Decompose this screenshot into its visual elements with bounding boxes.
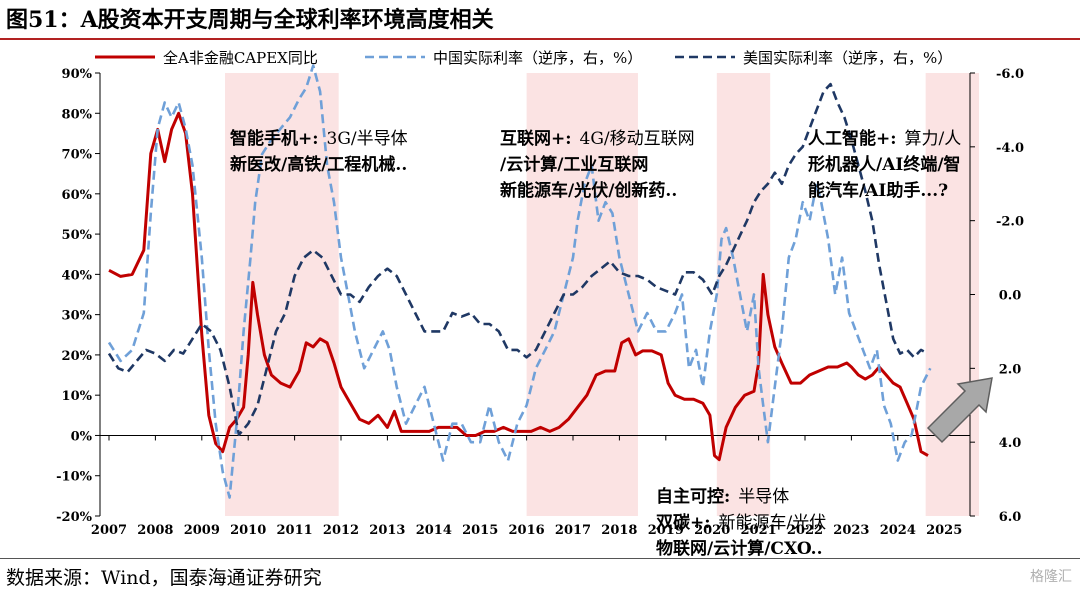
annotation-2-line-2: 能汽车/AI助手...? — [808, 180, 948, 201]
annotation-1-line-0: 互联网+: 4G/移动互联网 — [500, 129, 695, 149]
series-line-1 — [107, 64, 932, 499]
annotation-lead: /云计算/工业互联网 — [500, 154, 648, 175]
x-tick-label: 2013 — [369, 523, 405, 538]
series-lines — [107, 64, 932, 499]
right-tick-label: 6.0 — [999, 510, 1022, 525]
x-tick-label: 2009 — [184, 523, 220, 538]
annotation-lead: 智能手机+: — [230, 128, 319, 149]
annotation-lead: 人工智能+: — [808, 128, 897, 149]
left-tick-label: -10% — [56, 470, 92, 485]
legend-label-0: 全A非金融CAPEX同比 — [163, 49, 318, 67]
x-tick-label: 2018 — [601, 523, 637, 538]
left-tick-label: 10% — [62, 389, 93, 404]
x-tick-label: 2021 — [741, 523, 777, 538]
annotation-3-line-0: 自主可控: 半导体 — [656, 486, 789, 507]
x-tick-label: 2010 — [230, 523, 266, 538]
left-tick-label: 60% — [62, 188, 93, 203]
annotation-lead: 自主可控: — [656, 486, 730, 507]
annotation-detail: 半导体 — [738, 487, 789, 507]
annotation-detail: 算力/人 — [905, 129, 962, 149]
annotation-0-line-1: 新医改/高铁/工程机械.. — [230, 154, 407, 175]
trend-arrow-icon — [926, 377, 993, 444]
x-tick-label: 2014 — [416, 523, 452, 538]
legend-label-2: 美国实际利率（逆序，右，%） — [743, 49, 952, 67]
annotation-0-line-0: 智能手机+: 3G/半导体 — [230, 128, 408, 149]
right-tick-label: -4.0 — [996, 141, 1024, 156]
figure-title: 图51：A股资本开支周期与全球利率环境高度相关 — [6, 7, 494, 33]
annotation-detail: 新能源车/光伏 — [719, 513, 827, 533]
x-tick-label: 2007 — [91, 523, 127, 538]
left-tick-label: -20% — [56, 510, 92, 525]
series-line-0 — [108, 111, 929, 462]
x-tick-label: 2024 — [880, 523, 916, 538]
x-tick-label: 2011 — [277, 523, 313, 538]
watermark: 格隆汇 — [1030, 569, 1072, 585]
annotation-detail: 3G/半导体 — [327, 129, 408, 149]
x-tick-label: 2023 — [833, 523, 869, 538]
x-tick-label: 2025 — [926, 523, 962, 538]
annotation-lead: 新能源车/光伏/创新药.. — [500, 180, 677, 201]
annotation-2-line-1: 形机器人/AI终端/智 — [808, 154, 961, 175]
right-tick-label: 4.0 — [999, 436, 1022, 451]
right-tick-label: 2.0 — [999, 362, 1022, 377]
left-tick-label: 50% — [62, 228, 93, 243]
x-tick-label: 2020 — [694, 523, 730, 538]
annotation-1-line-2: 新能源车/光伏/创新药.. — [500, 180, 677, 201]
x-tick-label: 2012 — [323, 523, 359, 538]
annotation-1-line-1: /云计算/工业互联网 — [500, 154, 648, 175]
source-divider — [0, 558, 1080, 559]
title-divider — [0, 38, 1080, 40]
annotation-lead: 物联网/云计算/CXO.. — [656, 538, 823, 558]
left-tick-label: 70% — [62, 148, 93, 163]
chart: -20% -10% 0% 10% 20% 30% 40% 50% 60% 70% 80% 90% -6.… — [56, 49, 1024, 558]
annotation-3-line-2: 物联网/云计算/CXO.. — [656, 538, 823, 558]
annotation-lead: 互联网+: — [500, 129, 572, 149]
shaded-periods — [225, 73, 979, 516]
left-tick-label: 40% — [62, 268, 93, 283]
axes: -20% -10% 0% 10% 20% 30% 40% 50% 60% 70% 80% 90% -6.… — [56, 67, 1024, 538]
annotation-lead: 形机器人/AI终端/智 — [808, 154, 961, 175]
x-tick-label: 2019 — [648, 523, 684, 538]
series-line-2 — [107, 82, 929, 437]
annotation-lead: 双碳+: — [656, 512, 711, 533]
right-tick-label: -6.0 — [996, 67, 1024, 82]
shaded-period-0 — [225, 73, 339, 516]
x-tick-label: 2017 — [555, 523, 591, 538]
x-tick-label: 2022 — [787, 523, 823, 538]
left-tick-label: 20% — [62, 349, 93, 364]
left-tick-label: 80% — [62, 107, 93, 122]
legend-label-1: 中国实际利率（逆序，右，%） — [433, 49, 642, 67]
annotation-lead: 能汽车/AI助手...? — [808, 180, 948, 201]
right-tick-label: -2.0 — [996, 215, 1024, 230]
source-note: 数据来源：Wind，国泰海通证券研究 — [6, 567, 322, 589]
right-tick-label: 0.0 — [999, 289, 1022, 304]
left-tick-label: 0% — [71, 429, 93, 444]
x-tick-label: 2016 — [509, 523, 545, 538]
x-tick-label: 2008 — [137, 523, 173, 538]
annotation-lead: 新医改/高铁/工程机械.. — [230, 154, 407, 175]
annotation-3-line-1: 双碳+: 新能源车/光伏 — [656, 512, 826, 533]
annotation-2-line-0: 人工智能+: 算力/人 — [808, 128, 961, 149]
left-tick-label: 30% — [62, 309, 93, 324]
annotation-detail: 4G/移动互联网 — [580, 129, 695, 149]
shaded-period-1 — [526, 73, 638, 516]
left-tick-label: 90% — [62, 67, 93, 82]
x-tick-label: 2015 — [462, 523, 498, 538]
legend: 全A非金融CAPEX同比 中国实际利率（逆序，右，%） 美国实际利率（逆序，右，%） — [95, 49, 952, 67]
trend-arrow-shape — [926, 377, 993, 444]
